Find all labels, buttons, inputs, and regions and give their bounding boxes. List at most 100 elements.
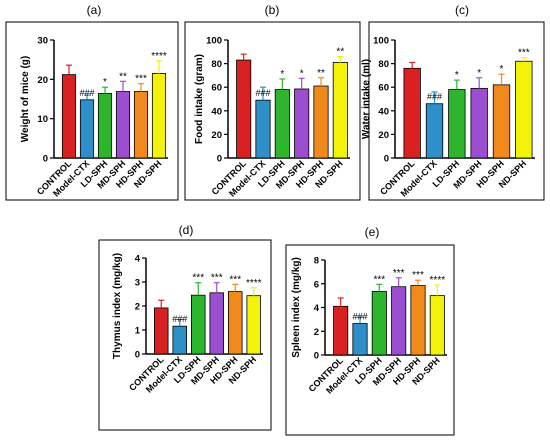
panel-frame <box>285 244 455 436</box>
y-tick-label: 4 <box>314 303 320 314</box>
bar <box>470 87 488 159</box>
bar <box>61 74 77 159</box>
panel-label: (a) <box>87 3 102 17</box>
bar <box>228 291 243 355</box>
significance-label: **** <box>430 275 446 286</box>
y-tick-label: 100 <box>373 36 389 47</box>
bar <box>425 103 444 159</box>
significance-label: *** <box>211 273 223 284</box>
bar <box>332 62 348 159</box>
significance-label: *** <box>373 274 385 285</box>
y-tick-label: 3 <box>135 278 140 289</box>
bar <box>246 295 261 355</box>
y-tick-label: 100 <box>206 36 222 47</box>
y-tick-label: 80 <box>378 59 389 70</box>
bar <box>429 295 445 356</box>
bar <box>492 84 511 159</box>
bar <box>236 59 252 159</box>
y-tick-label: 0 <box>43 154 48 165</box>
significance-label: * <box>103 77 107 88</box>
y-axis-title: Food intake (gram) <box>194 54 205 144</box>
significance-label: * <box>280 69 284 80</box>
significance-label: *** <box>393 268 405 279</box>
significance-label: ### <box>352 312 367 322</box>
panel-frame <box>184 21 361 201</box>
significance-label: *** <box>192 273 204 284</box>
significance-label: ** <box>317 68 325 79</box>
significance-label: * <box>455 70 459 81</box>
y-tick-label: 6 <box>314 279 319 290</box>
panel-label: (d) <box>179 223 194 237</box>
y-tick-label: 80 <box>211 59 222 70</box>
panel-frame <box>5 21 179 201</box>
y-tick-label: 0 <box>384 154 389 165</box>
panel-frame <box>368 21 545 201</box>
bar <box>410 285 426 356</box>
significance-label: ### <box>255 88 270 98</box>
bar <box>333 305 349 356</box>
y-axis-title: Thymus index (mg/kg) <box>112 253 123 359</box>
significance-label: ### <box>79 88 94 98</box>
y-tick-label: 40 <box>378 106 389 117</box>
significance-label: ** <box>119 71 127 82</box>
panel-frame <box>98 239 272 431</box>
bar <box>448 89 466 159</box>
bar <box>274 89 290 159</box>
significance-label: *** <box>412 270 424 281</box>
panel-label: (b) <box>265 3 280 17</box>
bar <box>313 85 329 159</box>
significance-label: * <box>300 68 304 79</box>
y-tick-label: 30 <box>37 36 48 47</box>
significance-label: ** <box>336 47 344 58</box>
bar <box>79 99 95 159</box>
significance-label: *** <box>135 74 147 85</box>
bar <box>133 91 149 159</box>
y-axis-title: Weight of mice (g) <box>20 56 31 142</box>
y-tick-label: 40 <box>211 106 222 117</box>
bar <box>151 73 167 159</box>
significance-label: ### <box>427 92 442 102</box>
bar <box>172 325 187 355</box>
bar <box>154 307 169 355</box>
y-tick-label: 0 <box>217 154 222 165</box>
bar <box>255 99 271 159</box>
y-tick-label: 20 <box>211 130 222 141</box>
significance-label: **** <box>246 278 262 289</box>
bar <box>515 60 533 159</box>
bar <box>371 291 387 356</box>
panel-label: (e) <box>365 225 380 239</box>
bar <box>294 88 310 159</box>
bar <box>352 323 368 356</box>
y-tick-label: 4 <box>135 254 141 265</box>
bar <box>191 294 206 355</box>
y-tick-label: 8 <box>314 256 319 267</box>
bar <box>391 286 407 356</box>
y-tick-label: 60 <box>211 83 222 94</box>
panel-label: (c) <box>455 3 469 17</box>
bar <box>115 91 131 159</box>
significance-label: *** <box>229 274 241 285</box>
y-tick-label: 0 <box>135 350 140 361</box>
y-tick-label: 20 <box>37 75 48 86</box>
y-tick-label: 1 <box>135 326 141 337</box>
significance-label: * <box>477 68 481 79</box>
y-axis-title: Water intake (ml) <box>361 59 372 139</box>
significance-label: ### <box>172 314 187 324</box>
y-tick-label: 2 <box>135 302 140 313</box>
bar <box>209 292 224 355</box>
significance-label: *** <box>518 48 530 59</box>
y-axis-title: Spleen index (mg/kg) <box>291 257 302 358</box>
significance-label: * <box>500 64 504 75</box>
bar <box>403 67 421 159</box>
y-tick-label: 10 <box>37 114 48 125</box>
y-tick-label: 2 <box>314 327 319 338</box>
y-tick-label: 60 <box>378 83 389 94</box>
bar <box>97 93 113 159</box>
